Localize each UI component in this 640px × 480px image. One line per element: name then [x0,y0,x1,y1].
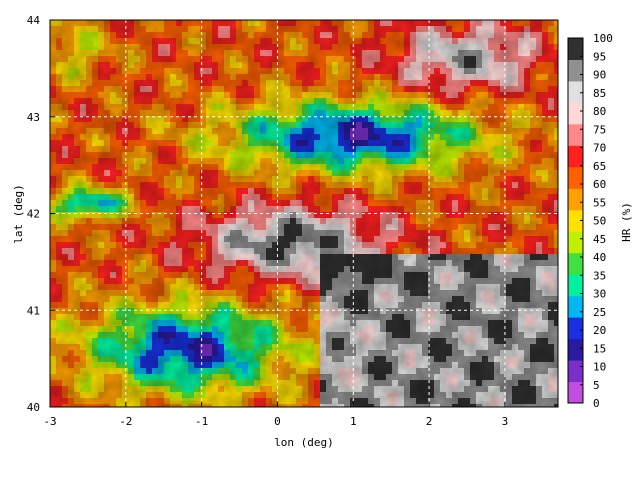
colorbar-tick-label: 0 [593,397,600,410]
colorbar-tick-label: 60 [593,178,606,191]
colorbar-swatch [568,252,583,275]
colorbar-tick-label: 70 [593,142,606,155]
x-tick-label: -1 [195,415,208,428]
y-axis-ticks: 40 41 42 43 44 [27,14,55,414]
colorbar-swatch [568,231,583,254]
colorbar-swatch [568,80,583,103]
colorbar-tick-label: 90 [593,69,606,82]
colorbar-tick-label: 45 [593,233,606,246]
colorbar-tick-label: 65 [593,160,606,173]
colorbar-tick-label: 50 [593,215,606,228]
colorbar-swatch [568,360,583,383]
heatmap-plot-area [50,20,558,407]
colorbar-swatch [568,123,583,146]
x-tick-label: 1 [350,415,357,428]
colorbar-swatch [568,209,583,232]
colorbar-tick-label: 5 [593,379,600,392]
y-tick-label: 41 [27,304,40,317]
colorbar-tick-label: 40 [593,251,606,264]
colorbar-tick-label: 55 [593,196,606,209]
colorbar-swatch [568,145,583,168]
colorbar-swatch [568,59,583,82]
colorbar-tick-label: 20 [593,324,606,337]
colorbar-swatch [568,274,583,297]
x-tick-label: 2 [426,415,433,428]
colorbar-tick-label: 75 [593,123,606,136]
y-tick-label: 40 [27,401,40,414]
colorbar-swatch [568,188,583,211]
colorbar-swatch [568,166,583,189]
x-axis-label: lon (deg) [274,436,334,449]
grid-lines [50,20,558,407]
colorbar-swatch [568,381,583,404]
x-tick-label: -2 [119,415,132,428]
colorbar-swatch [568,38,583,60]
x-axis-ticks: -3 -2 -1 0 1 2 3 [43,402,508,428]
x-tick-label: 3 [502,415,509,428]
x-tick-label: 0 [274,415,281,428]
x-tick-label: -3 [43,415,56,428]
colorbar-swatch [568,295,583,318]
colorbar-tick-label: 10 [593,361,606,374]
colorbar-tick-label: 25 [593,306,606,319]
colorbar-tick-label: 95 [593,50,606,63]
y-tick-label: 44 [27,14,41,27]
colorbar-tick-label: 30 [593,288,606,301]
colorbar-tick-label: 80 [593,105,606,118]
y-axis-label: lat (deg) [12,184,25,244]
colorbar: 0 5 10 15 20 25 30 35 40 45 50 55 60 65 70 75 80 85 90 95 10… [567,32,613,410]
y-tick-label: 42 [27,208,40,221]
y-tick-label: 43 [27,111,40,124]
colorbar-tick-label: 100 [593,32,613,45]
colorbar-label: HR (%) [620,202,633,242]
colorbar-swatch [568,317,583,340]
colorbar-swatch [568,338,583,361]
colorbar-tick-label: 15 [593,342,606,355]
colorbar-swatch [568,102,583,125]
colorbar-tick-label: 35 [593,269,606,282]
colorbar-tick-label: 85 [593,87,606,100]
